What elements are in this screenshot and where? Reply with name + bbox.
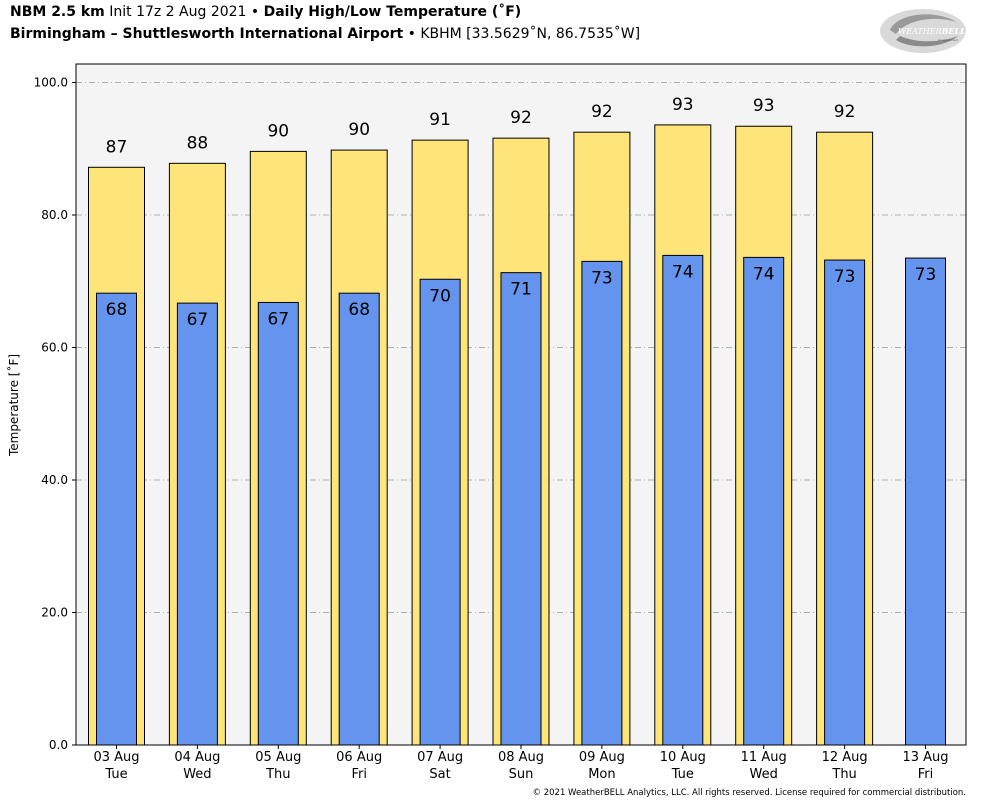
low-temp-label: 74: [753, 264, 775, 284]
copyright-notice: © 2021 WeatherBELL Analytics, LLC. All r…: [532, 788, 966, 798]
low-temp-bar: [419, 278, 461, 746]
high-temp-label: 87: [106, 137, 128, 157]
x-tick-date: 11 Aug: [741, 750, 787, 765]
low-temp-bar: [500, 272, 542, 746]
low-temp-bar: [743, 256, 785, 746]
high-temp-label: 92: [834, 102, 856, 122]
x-tick-date: 10 Aug: [660, 750, 706, 765]
x-tick-day: Fri: [351, 767, 367, 782]
low-temp-bar: [824, 259, 866, 746]
station-coords: • KBHM [33.5629˚N, 86.7535˚W]: [403, 26, 641, 42]
low-temp-label: 71: [510, 280, 532, 300]
high-temp-label: 91: [429, 110, 451, 130]
high-temp-label: 93: [753, 96, 775, 116]
high-temp-label: 90: [348, 120, 370, 140]
low-temp-label: 68: [348, 300, 370, 320]
logo-subtext: Analytics LLC: [938, 38, 958, 42]
low-temp-bar: [96, 292, 137, 746]
x-tick-date: 05 Aug: [255, 750, 301, 765]
y-tick-label: 20.0: [41, 606, 68, 620]
bar-labels: 87 88 90 90 91 92 92 93 93 92 68 67 67 68 70 71 73 74 74 73…: [106, 95, 937, 330]
low-temp-bar: [662, 254, 704, 746]
low-temp-label: 67: [187, 310, 209, 330]
chart-subtitle: Birmingham – Shuttlesworth International…: [10, 26, 640, 42]
x-tick-day: Fri: [918, 767, 934, 782]
low-temp-bar: [338, 292, 380, 746]
bars: [88, 124, 946, 746]
high-temp-label: 88: [187, 133, 209, 153]
x-tick-day: Thu: [831, 767, 856, 782]
high-temp-label: 90: [267, 121, 289, 141]
station-name: Birmingham – Shuttlesworth International…: [10, 26, 404, 42]
x-tick-date: 06 Aug: [336, 750, 382, 765]
high-temp-label: 92: [510, 108, 532, 128]
low-temp-label: 74: [672, 262, 694, 282]
x-tick-day: Thu: [265, 767, 290, 782]
x-axis: 03 Aug Tue 04 Aug Wed 05 Aug Thu 06 Aug Fri 07 A…: [93, 745, 949, 782]
low-temp-label: 67: [267, 309, 289, 329]
x-tick-day: Tue: [104, 767, 127, 782]
low-temp-bar: [905, 257, 946, 746]
x-tick-day: Wed: [750, 767, 778, 782]
low-temp-bar: [581, 260, 623, 746]
x-tick-date: 08 Aug: [498, 750, 544, 765]
high-temp-label: 92: [591, 102, 613, 122]
y-tick-label: 0.0: [49, 738, 68, 752]
x-tick-date: 07 Aug: [417, 750, 463, 765]
high-temp-label: 93: [672, 95, 694, 115]
logo-text: WEATHERBELL: [898, 26, 966, 36]
low-temp-label: 70: [429, 286, 451, 306]
x-tick-date: 12 Aug: [822, 750, 868, 765]
model-name: NBM 2.5 km: [10, 4, 105, 20]
x-tick-day: Sat: [429, 767, 450, 782]
y-axis: 0.0 20.0 40.0 60.0 80.0 100.0: [34, 76, 76, 752]
x-tick-day: Tue: [671, 767, 694, 782]
low-temp-label: 73: [915, 265, 937, 285]
y-axis-label: Temperature [˚F]: [6, 354, 21, 457]
low-temp-bar: [176, 302, 218, 746]
low-temp-label: 73: [591, 268, 613, 288]
low-temp-label: 73: [834, 267, 856, 287]
x-tick-day: Sun: [509, 767, 534, 782]
low-temp-bar: [257, 301, 299, 746]
product-name: Daily High/Low Temperature (˚F): [263, 4, 522, 20]
x-tick-date: 03 Aug: [93, 750, 139, 765]
y-tick-label: 40.0: [41, 473, 68, 487]
y-tick-label: 100.0: [34, 76, 68, 90]
x-tick-date: 13 Aug: [902, 750, 948, 765]
y-tick-label: 80.0: [41, 208, 68, 222]
init-time: Init 17z 2 Aug 2021 •: [104, 4, 264, 20]
weatherbell-logo: WEATHERBELL Analytics LLC: [880, 9, 966, 53]
chart-title: NBM 2.5 km Init 17z 2 Aug 2021 • Daily H…: [10, 4, 521, 20]
x-tick-day: Wed: [183, 767, 211, 782]
y-tick-label: 60.0: [41, 341, 68, 355]
x-tick-date: 04 Aug: [174, 750, 220, 765]
x-tick-date: 09 Aug: [579, 750, 625, 765]
low-temp-label: 68: [106, 300, 128, 320]
x-tick-day: Mon: [588, 767, 615, 782]
